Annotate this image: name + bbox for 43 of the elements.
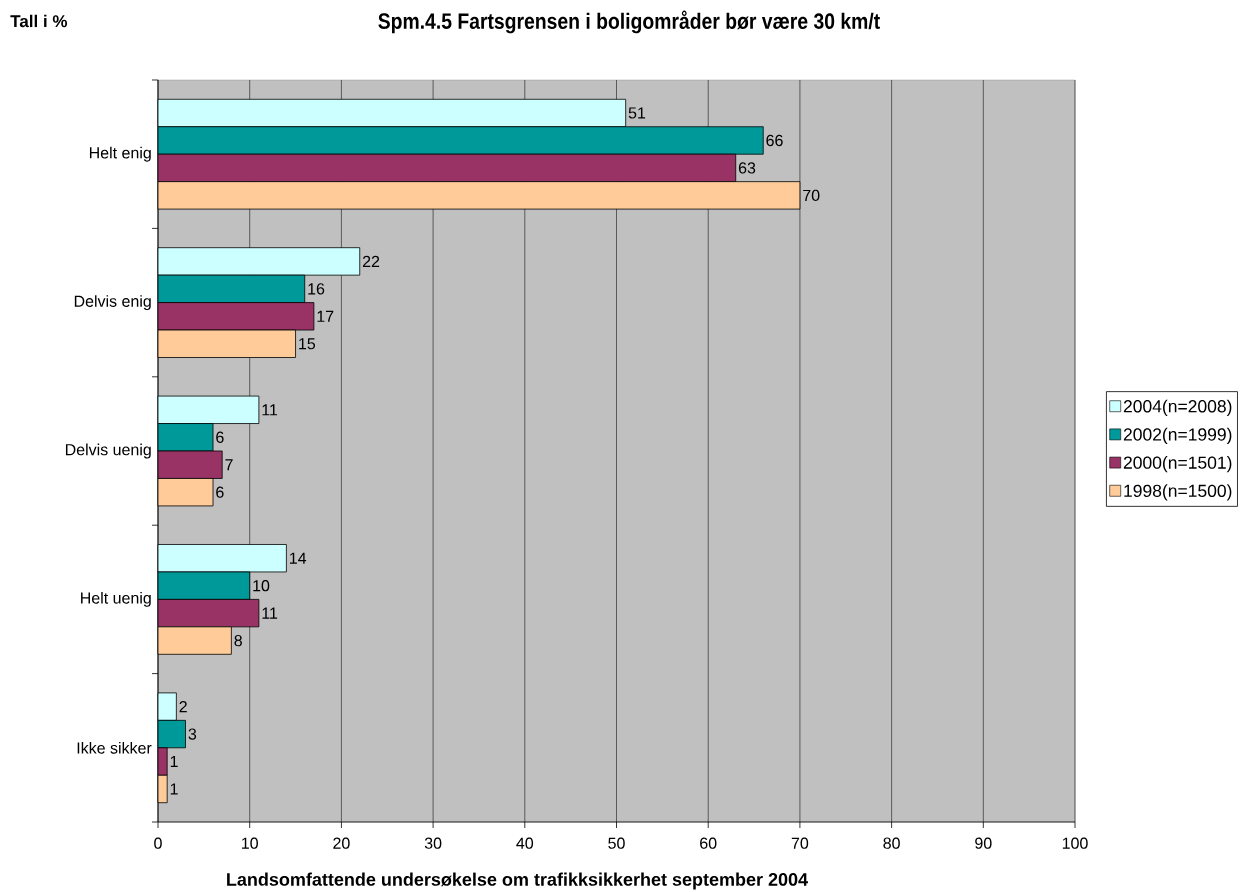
data-label: 63 [738, 162, 756, 174]
legend-label: 1998(n=1500) [1124, 484, 1232, 501]
data-label: 15 [299, 338, 316, 350]
x-tick-label: 80 [883, 837, 900, 849]
x-axis-title: Landsomfattende undersøkelse om trafikksikkerhet september 2004 [227, 872, 808, 890]
data-label: 6 [216, 431, 224, 443]
chart-title: Spm.4.5 Fartsgrensen i boligområder bør være 30 km/t [378, 10, 880, 34]
data-label: 70 [803, 189, 820, 202]
data-label: 22 [362, 255, 380, 267]
data-label: 2 [179, 701, 187, 713]
x-tick-label: 50 [608, 837, 625, 849]
x-tick-label: 90 [975, 837, 992, 849]
x-tick-label: 40 [516, 837, 534, 849]
legend-label: 2000(n=1501) [1123, 455, 1232, 473]
y-tick-label: Ikke sikker [77, 741, 152, 754]
y-tick-label: Helt enig [89, 146, 151, 162]
data-label: 1 [170, 756, 178, 768]
y-tick-label: Delvis enig [74, 295, 151, 311]
data-label: 11 [262, 607, 278, 619]
legend-label: 2002(n=1999) [1123, 427, 1232, 445]
data-label: 7 [225, 459, 233, 471]
data-label: 1 [170, 783, 178, 795]
x-tick-label: 100 [1062, 837, 1088, 849]
y-tick-label: Helt uenig [81, 591, 151, 607]
data-label: 66 [766, 134, 783, 147]
text: Tall i % [10, 14, 68, 28]
x-tick-label: 10 [242, 837, 258, 849]
x-tick-label: 20 [333, 837, 350, 849]
x-tick-label: 30 [424, 837, 442, 849]
data-label: 6 [216, 486, 224, 498]
data-label: 14 [290, 552, 307, 564]
data-label: 16 [308, 283, 325, 295]
data-label: 8 [234, 634, 242, 647]
x-tick-label: 60 [700, 837, 717, 849]
data-label: 10 [253, 580, 270, 592]
data-label: 17 [317, 310, 334, 322]
legend-label: 2004(n=2008) [1123, 399, 1232, 416]
y-tick-label: Delvis uenig [65, 443, 151, 459]
x-tick-label: 70 [791, 837, 809, 849]
x-tick-label: 0 [154, 837, 162, 849]
data-label: 3 [188, 728, 197, 740]
data-label: 51 [628, 107, 646, 119]
data-label: 11 [262, 404, 278, 416]
